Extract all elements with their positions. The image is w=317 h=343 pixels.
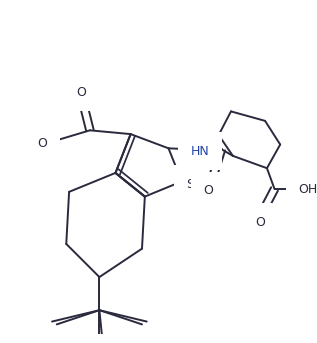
Text: O: O xyxy=(203,185,213,198)
Text: S: S xyxy=(186,178,194,191)
Text: OH: OH xyxy=(298,182,317,196)
Text: O: O xyxy=(76,86,86,99)
Text: HN: HN xyxy=(191,145,209,158)
Text: O: O xyxy=(256,216,265,229)
Text: O: O xyxy=(38,137,48,150)
